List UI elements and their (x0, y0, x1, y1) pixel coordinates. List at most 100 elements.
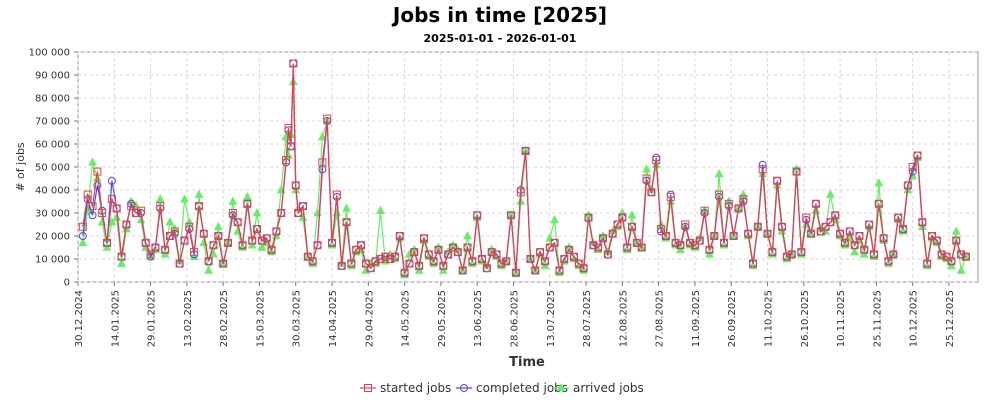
data-point (526, 255, 535, 263)
data-point (366, 264, 375, 273)
data-point (136, 206, 145, 215)
data-point (550, 238, 559, 247)
data-point (603, 250, 612, 259)
data-point (390, 252, 399, 261)
data-point (146, 250, 155, 259)
data-point (272, 227, 281, 236)
y-tick-label: 30 000 (35, 209, 70, 220)
data-point (821, 222, 830, 231)
y-tick-label: 100 000 (29, 48, 70, 59)
data-point (778, 222, 787, 231)
data-point (923, 259, 932, 268)
data-point (419, 234, 428, 243)
data-point (511, 268, 520, 277)
data-point (213, 221, 223, 231)
data-point (845, 227, 854, 236)
data-point (613, 220, 622, 229)
data-point (540, 257, 549, 266)
data-point (127, 202, 136, 211)
chart-title: Jobs in time [2025] (391, 3, 607, 27)
data-point (170, 227, 179, 236)
x-tick-label: 29.05.2025 (437, 290, 448, 347)
y-axis: 0 10 000 20 000 30 000 40 000 50 000 60 000 70 … (29, 48, 78, 289)
data-point (802, 213, 811, 222)
data-point (884, 257, 893, 266)
data-point (303, 252, 312, 261)
series-line (82, 63, 967, 275)
legend-label: started jobs (380, 381, 451, 395)
x-tick-label: 29.01.2025 (147, 290, 158, 347)
data-point (238, 241, 247, 250)
y-tick-label: 0 (64, 278, 70, 289)
data-point (574, 259, 583, 268)
data-point (695, 236, 704, 245)
data-point (714, 168, 724, 178)
x-tick-label: 12.08.2025 (618, 290, 629, 347)
data-point (93, 167, 102, 176)
data-point (194, 189, 204, 198)
data-point (180, 194, 189, 203)
data-point (381, 252, 390, 261)
data-point (773, 176, 782, 185)
legend: started jobs completed jobs arrived jobs (360, 381, 644, 395)
data-point (579, 264, 588, 273)
data-point (599, 234, 607, 243)
data-point (482, 264, 491, 273)
series-started-jobs (78, 59, 970, 277)
data-point (224, 238, 232, 247)
data-point (243, 199, 252, 208)
data-point (749, 259, 757, 268)
data-point (642, 174, 651, 183)
data-point (233, 218, 242, 227)
data-point (88, 211, 97, 220)
data-point (156, 202, 165, 211)
x-tick-label: 28.02.2025 (219, 290, 230, 347)
data-point (758, 165, 767, 174)
data-point (686, 238, 695, 247)
grid-layer (77, 51, 978, 283)
data-point (190, 248, 199, 257)
data-point (386, 255, 395, 263)
data-point (204, 257, 213, 266)
data-point (758, 160, 767, 169)
data-point (98, 209, 107, 217)
data-point (894, 213, 903, 222)
data-point (637, 243, 646, 252)
data-point (299, 202, 307, 211)
data-point (93, 181, 102, 190)
data-point (850, 247, 860, 256)
x-tick-label: 11.09.2025 (691, 290, 702, 347)
data-point (937, 250, 946, 259)
data-point (618, 213, 627, 222)
data-point (107, 176, 116, 185)
data-point (550, 214, 560, 224)
data-point (700, 206, 709, 215)
data-point (291, 181, 300, 190)
legend-label: arrived jobs (573, 381, 644, 395)
data-point (719, 238, 728, 247)
data-point (342, 203, 351, 212)
data-point (141, 238, 150, 247)
x-tick-label: 26.10.2025 (800, 290, 811, 347)
data-point (628, 222, 637, 231)
data-point (376, 205, 385, 214)
data-point (364, 384, 372, 392)
data-point (569, 252, 578, 261)
data-point (715, 190, 724, 199)
data-point (632, 238, 641, 247)
data-point (400, 268, 409, 277)
data-point (449, 243, 457, 252)
data-point (874, 178, 884, 187)
data-point (352, 245, 361, 254)
x-tick-label: 30.12.2024 (74, 290, 85, 347)
x-tick-label: 14.05.2025 (401, 290, 412, 347)
data-point (228, 196, 238, 205)
x-tick-label: 10.11.2025 (836, 290, 847, 347)
data-point (865, 220, 874, 229)
data-point (899, 225, 907, 234)
data-point (185, 222, 194, 231)
data-point (497, 259, 506, 268)
data-point (763, 229, 772, 238)
